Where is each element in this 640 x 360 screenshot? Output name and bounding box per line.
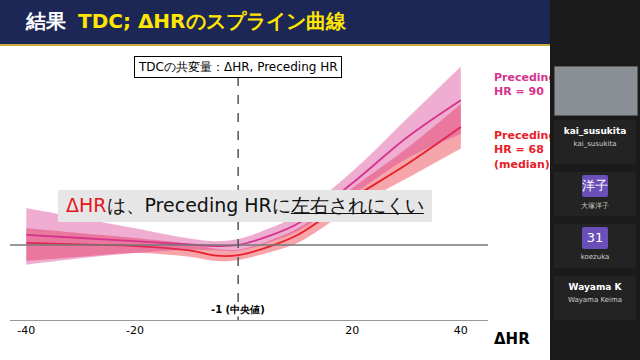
html-text:大塚洋子: 大塚洋子	[581, 202, 609, 210]
svg-text:40: 40	[454, 324, 468, 337]
svg-text:-40: -40	[17, 324, 35, 337]
html-text:洋子: 洋子	[582, 178, 608, 193]
html-text:結果: 結果	[26, 9, 66, 33]
html-text:kai_susukita: kai_susukita	[563, 126, 627, 136]
html-text:Wayama Keima: Wayama Keima	[567, 296, 623, 304]
svg-text:ΔHR: ΔHR	[494, 330, 530, 348]
svg-text:PrecedingHR = 90: PrecedingHR = 90	[494, 71, 550, 98]
html-text:TDC; ΔHRのスプライン曲線: TDC; ΔHRのスプライン曲線	[78, 9, 346, 33]
html-text:ΔHRは、Preceding HRに左右されにくい: ΔHRは、Preceding HRに左右されにくい	[66, 194, 424, 216]
html-text:31: 31	[586, 230, 604, 245]
svg-text:-1 (中央値): -1 (中央値)	[211, 304, 265, 315]
html-text:koezuka: koezuka	[580, 253, 610, 261]
html-text:Wayama K: Wayama K	[568, 282, 622, 292]
html-text:kai_susukita: kai_susukita	[573, 140, 617, 148]
svg-text:20: 20	[345, 324, 359, 337]
svg-text:TDCの共変量：ΔHR, Preceding HR: TDCの共変量：ΔHR, Preceding HR	[138, 60, 338, 74]
svg-text:PrecedingHR = 68(median): PrecedingHR = 68(median)	[494, 129, 550, 171]
svg-text:-20: -20	[126, 324, 144, 337]
